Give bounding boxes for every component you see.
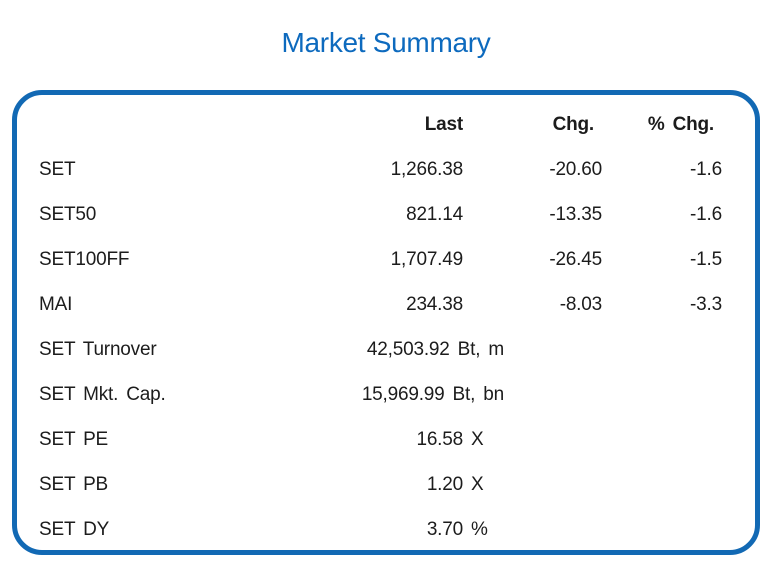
row-pct-chg-value	[614, 429, 734, 451]
table-row-set-dy: SET DY 3.70 %	[39, 507, 755, 552]
row-unit	[463, 249, 471, 271]
page-title: Market Summary	[281, 27, 491, 58]
table-row-set-pe: SET PE 16.58 X	[39, 417, 755, 462]
row-pct-chg-value	[619, 519, 739, 541]
row-pct-chg-value	[635, 384, 755, 406]
row-last-value: 1.20	[426, 473, 463, 495]
row-last-value: 234.38	[406, 293, 463, 315]
row-pct-chg-value	[614, 474, 734, 496]
row-label: SET PE	[39, 428, 109, 450]
row-label: SET50	[39, 203, 97, 225]
row-pct-chg-value	[635, 339, 755, 361]
column-header-pct-chg: % Chg.	[647, 113, 714, 135]
row-chg-value	[488, 519, 619, 541]
row-pct-chg-value: -3.3	[690, 293, 722, 315]
row-unit: X	[471, 428, 484, 450]
row-chg-value: -13.35	[549, 203, 602, 225]
row-unit	[463, 159, 471, 181]
row-unit: Bt, m	[457, 338, 505, 360]
row-chg-value	[504, 384, 635, 406]
row-label: SET PB	[39, 473, 109, 495]
market-summary-panel: Last Chg. % Chg. SET 1,266.38 -20.60 -1.…	[12, 90, 760, 555]
row-last-value: 3.70	[426, 518, 463, 540]
row-unit: Bt, bn	[452, 383, 505, 405]
row-chg-value	[483, 429, 614, 451]
row-chg-value	[483, 474, 614, 496]
row-label: SET100FF	[39, 248, 130, 270]
row-label: SET Mkt. Cap.	[39, 383, 166, 405]
row-label: SET Turnover	[39, 338, 157, 360]
table-row-set-turnover: SET Turnover 42,503.92 Bt, m	[39, 327, 755, 372]
table-header-row: Last Chg. % Chg.	[39, 102, 755, 147]
table-row-set50: SET50 821.14 -13.35 -1.6	[39, 192, 755, 237]
row-unit: %	[471, 518, 488, 540]
table-row-set-mkt-cap: SET Mkt. Cap. 15,969.99 Bt, bn	[39, 372, 755, 417]
table-row-set-pb: SET PB 1.20 X	[39, 462, 755, 507]
row-chg-value: -20.60	[549, 158, 602, 180]
row-last-value: 821.14	[406, 203, 463, 225]
row-last-value: 15,969.99	[361, 383, 445, 405]
row-label: MAI	[39, 293, 73, 315]
row-chg-value: -8.03	[559, 293, 603, 315]
row-last-value: 42,503.92	[366, 338, 450, 360]
row-chg-value: -26.45	[549, 248, 602, 270]
row-last-value: 16.58	[416, 428, 463, 450]
row-unit: X	[471, 473, 484, 495]
column-header-chg: Chg.	[552, 113, 595, 135]
row-last-value: 1,266.38	[390, 158, 464, 180]
row-unit	[463, 294, 471, 316]
row-chg-value	[504, 339, 635, 361]
row-label: SET	[39, 158, 76, 180]
row-label: SET DY	[39, 518, 110, 540]
table-row-set: SET 1,266.38 -20.60 -1.6	[39, 147, 755, 192]
row-pct-chg-value: -1.6	[690, 203, 722, 225]
row-last-value: 1,707.49	[390, 248, 464, 270]
row-pct-chg-value: -1.5	[690, 248, 722, 270]
row-unit	[463, 204, 471, 226]
column-header-last: Last	[424, 113, 463, 135]
table-row-mai: MAI 234.38 -8.03 -3.3	[39, 282, 755, 327]
row-pct-chg-value: -1.6	[690, 158, 722, 180]
table-row-set100ff: SET100FF 1,707.49 -26.45 -1.5	[39, 237, 755, 282]
